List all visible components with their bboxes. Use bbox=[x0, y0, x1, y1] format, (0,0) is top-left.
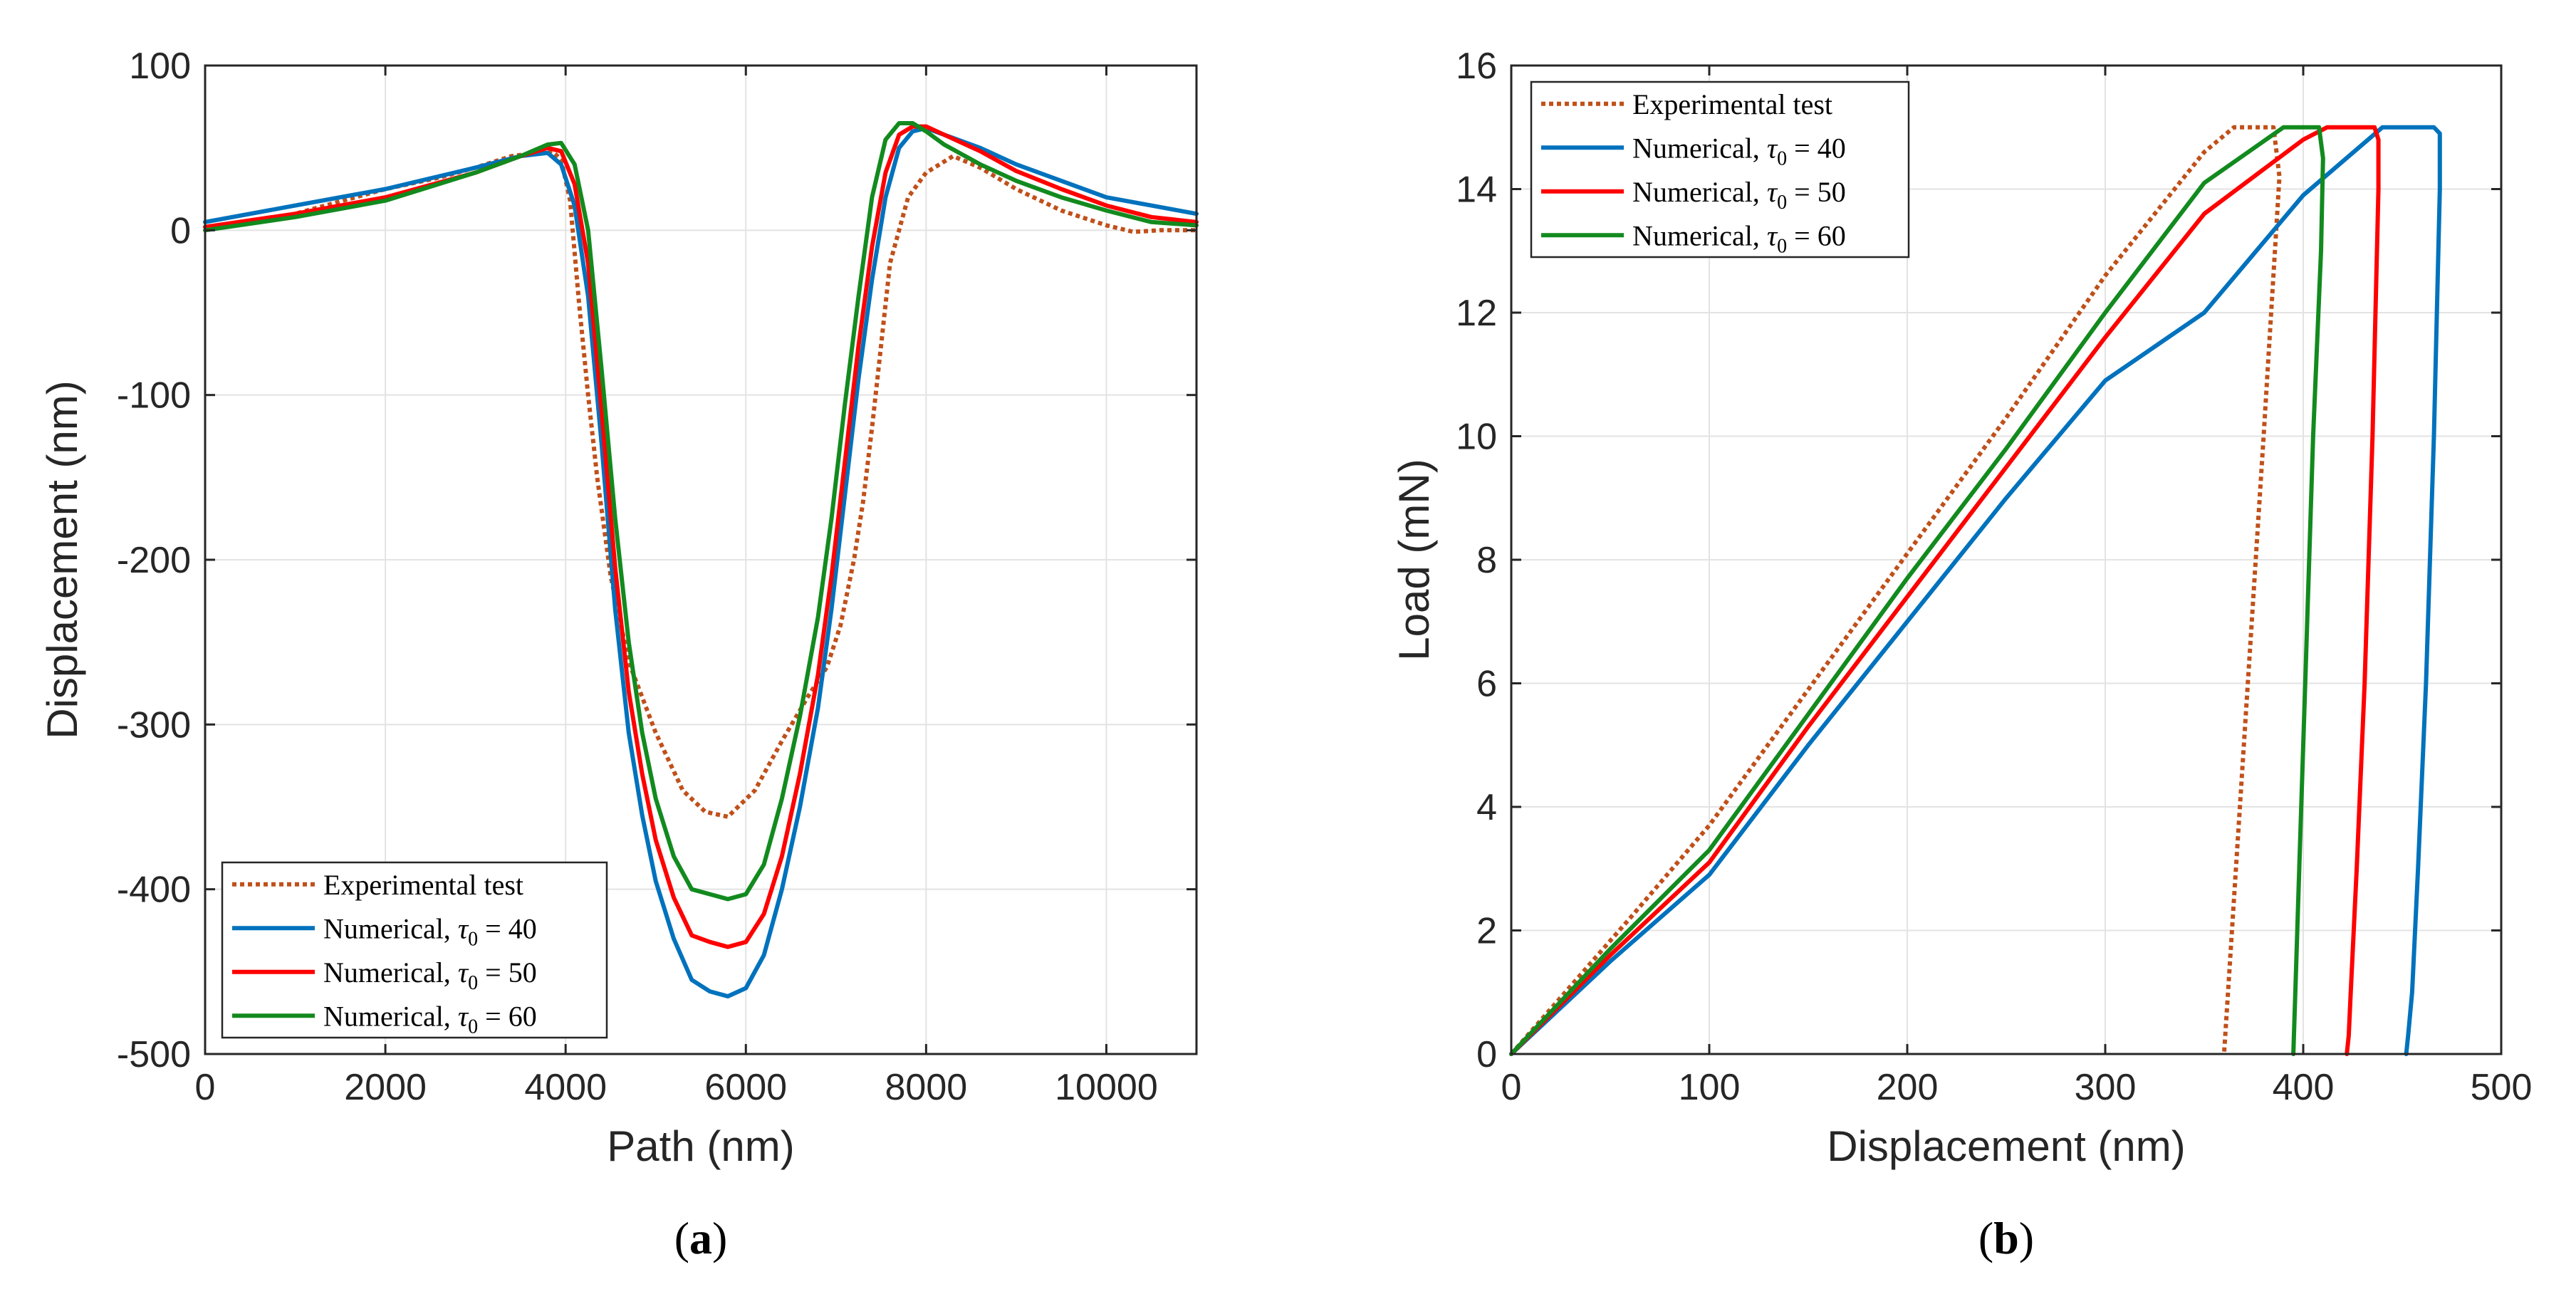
legend-equals-1: = bbox=[478, 912, 509, 944]
legend-box bbox=[1530, 80, 1910, 259]
legend-label-text-0: Experimental test bbox=[323, 869, 523, 901]
legend-equals-1: = bbox=[1787, 132, 1818, 164]
series-line-2 bbox=[1509, 125, 2381, 1056]
legend-value-1: 40 bbox=[509, 912, 537, 944]
y-tick-label-2: 4 bbox=[1476, 787, 1497, 828]
x-tick-label-1: 2000 bbox=[344, 1067, 427, 1108]
y-tick-label-4: -100 bbox=[117, 375, 191, 417]
series-line-2 bbox=[203, 124, 1199, 949]
y-tick-label-1: 2 bbox=[1476, 911, 1497, 952]
x-tick-label-0: 0 bbox=[195, 1067, 216, 1108]
series-line-1 bbox=[1509, 125, 2442, 1056]
y-tick-label-0: 0 bbox=[1476, 1034, 1497, 1075]
legend-label-text-2: Numerical, bbox=[323, 956, 458, 988]
series-group bbox=[1509, 125, 2442, 1056]
y-tick-label-6: 12 bbox=[1456, 293, 1497, 334]
y-tick-label-5: 0 bbox=[170, 210, 191, 251]
panel-label: (b) bbox=[1978, 1213, 2034, 1263]
legend-tau-symbol-3: τ bbox=[458, 1000, 469, 1032]
series-line-0 bbox=[1509, 125, 2282, 1055]
y-tick-label-5: 10 bbox=[1456, 417, 1497, 458]
x-tick-label-2: 4000 bbox=[524, 1067, 607, 1108]
legend-label-3: Numerical, τ0 = 60 bbox=[323, 1000, 537, 1038]
x-tick-label-4: 400 bbox=[2273, 1067, 2335, 1108]
legend-label-text-3: Numerical, bbox=[1632, 219, 1767, 251]
legend-label-text-3: Numerical, bbox=[323, 1000, 458, 1032]
legend-label-0: Experimental test bbox=[1632, 88, 1832, 120]
legend-tau-symbol-2: τ bbox=[458, 956, 469, 988]
y-tick-label-7: 14 bbox=[1456, 169, 1497, 211]
x-tick-label-5: 10000 bbox=[1055, 1067, 1158, 1108]
legend-label-text-1: Numerical, bbox=[323, 912, 458, 944]
series-line-3 bbox=[203, 121, 1199, 902]
x-axis-label: Path (nm) bbox=[607, 1122, 794, 1170]
x-axis-label: Displacement (nm) bbox=[1827, 1122, 2185, 1170]
legend-box bbox=[221, 861, 608, 1039]
x-tick-label-0: 0 bbox=[1501, 1067, 1522, 1108]
legend-tau-subscript-1: 0 bbox=[1777, 147, 1787, 169]
x-tick-label-1: 100 bbox=[1679, 1067, 1741, 1108]
panel-label-letter: b bbox=[1993, 1213, 2019, 1263]
legend-tau-subscript-2: 0 bbox=[468, 972, 478, 994]
legend-label-text-1: Numerical, bbox=[1632, 132, 1767, 164]
legend-equals-2: = bbox=[1787, 176, 1818, 208]
legend-label-2: Numerical, τ0 = 50 bbox=[1632, 176, 1846, 214]
series-line-0 bbox=[204, 149, 1196, 819]
series-line-3 bbox=[1509, 125, 2325, 1056]
legend-tau-subscript-1: 0 bbox=[468, 928, 478, 950]
legend-equals-2: = bbox=[478, 956, 509, 988]
y-tick-label-6: 100 bbox=[129, 46, 191, 87]
legend-tau-symbol-2: τ bbox=[1767, 176, 1778, 208]
legend-label-text-2: Numerical, bbox=[1632, 176, 1767, 208]
legend-value-2: 50 bbox=[1818, 176, 1846, 208]
legend-tau-symbol-3: τ bbox=[1767, 219, 1778, 251]
panel-label: (a) bbox=[674, 1213, 728, 1263]
y-tick-label-1: -400 bbox=[117, 870, 191, 911]
legend-label-0: Experimental test bbox=[323, 869, 523, 901]
panel-label-open: ( bbox=[674, 1213, 689, 1263]
ticks: 0 2000 4000 6000 8000 10000-500-400-300-200-1… bbox=[117, 46, 1196, 1108]
legend-label-1: Numerical, τ0 = 40 bbox=[323, 912, 537, 950]
grid bbox=[205, 66, 1196, 1054]
legend-value-1: 40 bbox=[1818, 132, 1846, 164]
y-tick-label-4: 8 bbox=[1476, 540, 1497, 581]
y-tick-label-2: -300 bbox=[117, 704, 191, 746]
x-tick-label-2: 200 bbox=[1877, 1067, 1939, 1108]
panel-label-close: ) bbox=[2019, 1213, 2034, 1263]
legend-equals-3: = bbox=[478, 1000, 509, 1032]
legend-label-1: Numerical, τ0 = 40 bbox=[1632, 132, 1846, 169]
x-tick-label-3: 6000 bbox=[704, 1067, 787, 1108]
legend-tau-subscript-2: 0 bbox=[1777, 192, 1787, 214]
x-tick-label-4: 8000 bbox=[885, 1067, 968, 1108]
panel-label-close: ) bbox=[712, 1213, 727, 1263]
panel-label-open: ( bbox=[1978, 1213, 1993, 1263]
x-tick-label-3: 300 bbox=[2075, 1067, 2137, 1108]
y-tick-label-8: 16 bbox=[1456, 46, 1497, 87]
chart-panel-a: 0 2000 4000 6000 8000 10000-500-400-300-200-1… bbox=[38, 46, 1199, 1263]
x-tick-label-5: 500 bbox=[2471, 1067, 2533, 1108]
legend-tau-symbol-1: τ bbox=[458, 912, 469, 944]
y-tick-label-3: -200 bbox=[117, 540, 191, 581]
panel-label-letter: a bbox=[689, 1213, 712, 1263]
legend-tau-symbol-1: τ bbox=[1767, 132, 1778, 164]
legend-value-3: 60 bbox=[1818, 219, 1846, 251]
legend-label-2: Numerical, τ0 = 50 bbox=[323, 956, 537, 994]
legend-tau-subscript-3: 0 bbox=[468, 1016, 478, 1038]
y-axis-label: Displacement (nm) bbox=[38, 380, 86, 739]
y-axis-label: Load (mN) bbox=[1390, 459, 1438, 660]
legend-equals-3: = bbox=[1787, 219, 1818, 251]
chart-panel-b: 0 100 200 300 400 5000246810121416Displacemen… bbox=[1390, 46, 2532, 1263]
legend-value-3: 60 bbox=[509, 1000, 537, 1032]
legend-label-text-0: Experimental test bbox=[1632, 88, 1832, 120]
y-tick-label-0: -500 bbox=[117, 1034, 191, 1075]
legend-label-3: Numerical, τ0 = 60 bbox=[1632, 219, 1846, 257]
series-group bbox=[203, 121, 1199, 998]
legend-value-2: 50 bbox=[509, 956, 537, 988]
y-tick-label-3: 6 bbox=[1476, 664, 1497, 705]
legend-tau-subscript-3: 0 bbox=[1777, 235, 1787, 257]
